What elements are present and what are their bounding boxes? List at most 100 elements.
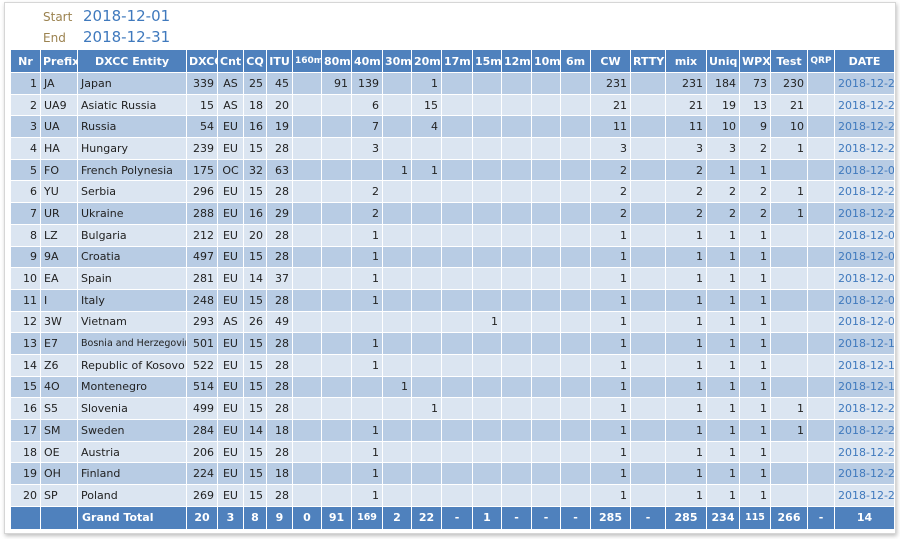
table-cell: 239 (186, 137, 218, 160)
table-cell: 10 (10, 267, 41, 290)
table-cell: 184 (706, 72, 740, 95)
table-cell: 1 (770, 397, 808, 420)
table-cell (411, 288, 442, 312)
table-cell: 1 (665, 353, 707, 377)
table-cell: 1 (706, 462, 740, 486)
table-cell (630, 332, 666, 355)
table-cell (441, 440, 473, 464)
table-cell (321, 245, 352, 269)
table-cell: EU (217, 223, 244, 247)
table-cell (382, 115, 412, 139)
table-cell (531, 267, 561, 290)
table-cell: 2 (706, 202, 740, 225)
table-cell (472, 288, 502, 312)
column-header: RTTY (630, 49, 666, 73)
table-cell (472, 462, 502, 486)
column-header: 40m (351, 49, 383, 73)
table-cell: 2 (739, 202, 771, 225)
start-label: Start (43, 10, 73, 24)
table-cell: Z6 (40, 353, 78, 377)
table-cell: Russia (77, 115, 187, 139)
table-row: 13 E7 Bosnia and Herzegovina 501 EU 15 28 1 1 1 1 1… (10, 332, 895, 355)
table-cell (411, 332, 442, 355)
table-cell: 15 (243, 484, 267, 507)
table-cell (560, 288, 591, 312)
table-cell (351, 158, 383, 182)
table-cell: 2 (665, 158, 707, 182)
table-cell: 1 (739, 310, 771, 334)
table-cell (770, 288, 808, 312)
end-label: End (43, 31, 66, 45)
table-cell (501, 462, 532, 486)
table-cell: 231 (665, 72, 707, 95)
table-cell: 288 (186, 202, 218, 225)
table-cell (292, 158, 322, 182)
table-cell: I (40, 288, 78, 312)
table-cell (807, 375, 835, 399)
total-cell: 234 (706, 505, 740, 530)
table-cell (630, 137, 666, 160)
table-cell: 2018-12-26 (834, 484, 895, 507)
table-cell: EA (40, 267, 78, 290)
table-cell (560, 202, 591, 225)
table-cell (292, 375, 322, 399)
table-cell: 1 (351, 267, 383, 290)
table-cell: 28 (266, 397, 293, 420)
table-cell: JA (40, 72, 78, 95)
table-cell (441, 310, 473, 334)
table-cell: Hungary (77, 137, 187, 160)
table-cell (382, 202, 412, 225)
column-header: QRP (807, 49, 835, 73)
total-cell (40, 505, 78, 530)
table-cell: EU (217, 462, 244, 486)
table-cell (472, 267, 502, 290)
table-cell: 15 (243, 332, 267, 355)
table-cell: 2018-12-23 (834, 137, 895, 160)
column-header: 10m (531, 49, 561, 73)
table-cell: 1 (706, 397, 740, 420)
table-cell (531, 115, 561, 139)
table-cell: EU (217, 180, 244, 204)
table-cell (411, 310, 442, 334)
total-cell: 285 (665, 505, 707, 530)
table-cell: 21 (665, 93, 707, 117)
table-cell: OE (40, 440, 78, 464)
total-cell: - (441, 505, 473, 530)
table-cell: 28 (266, 375, 293, 399)
table-cell: OC (217, 158, 244, 182)
table-cell (560, 72, 591, 95)
table-cell: 1 (739, 223, 771, 247)
table-cell: 1 (770, 202, 808, 225)
table-cell (560, 93, 591, 117)
table-cell (501, 310, 532, 334)
table-cell (560, 484, 591, 507)
table-cell: 1 (351, 353, 383, 377)
column-header: DXCC (186, 49, 218, 73)
table-cell: 2018-12-09 (834, 158, 895, 182)
table-cell (411, 202, 442, 225)
total-cell (10, 505, 41, 530)
table-cell: 18 (266, 419, 293, 442)
table-cell (292, 72, 322, 95)
table-cell (630, 419, 666, 442)
table-cell (292, 288, 322, 312)
table-cell (472, 332, 502, 355)
column-header: DATE (834, 49, 895, 73)
table-cell (770, 484, 808, 507)
table-cell: 2018-12-23 (834, 115, 895, 139)
table-cell: Bosnia and Herzegovina (77, 332, 187, 355)
table-cell: 19 (266, 115, 293, 139)
table-cell (630, 484, 666, 507)
table-cell (630, 72, 666, 95)
table-cell (441, 484, 473, 507)
total-cell: - (807, 505, 835, 530)
table-cell (560, 419, 591, 442)
table-cell: EU (217, 419, 244, 442)
table-cell (292, 137, 322, 160)
table-cell: 4 (411, 115, 442, 139)
table-cell: 25 (243, 72, 267, 95)
table-cell: 2 (590, 158, 631, 182)
